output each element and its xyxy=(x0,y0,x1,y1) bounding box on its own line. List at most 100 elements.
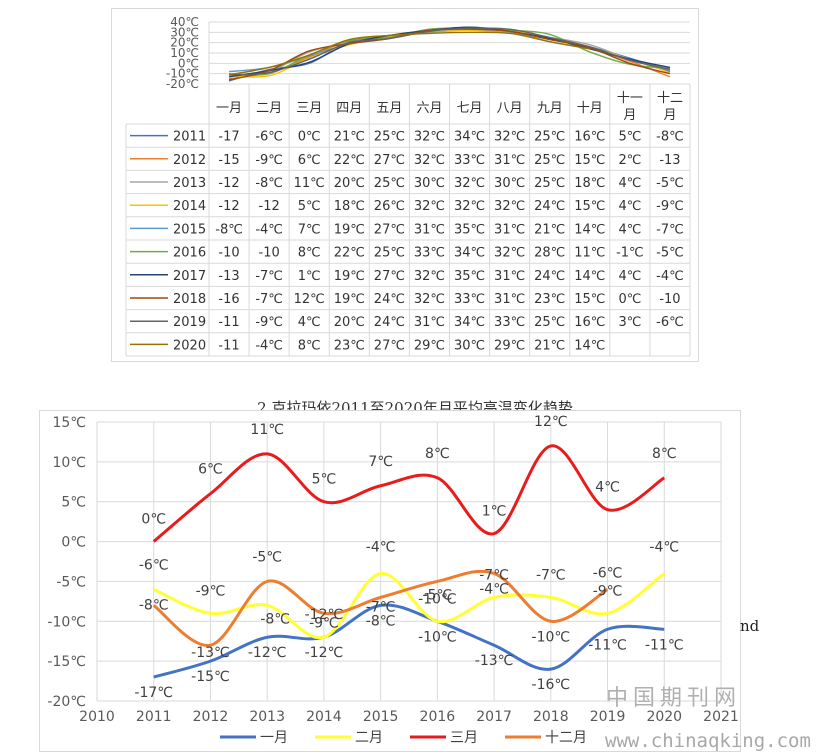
chart1-table-cell: -12 xyxy=(218,176,239,191)
chart1-table-cell: 21℃ xyxy=(534,222,565,237)
chart1-table-cell: 32℃ xyxy=(414,269,445,284)
chart2-x-tick: 2017 xyxy=(476,709,512,725)
chart1-table-cell: -6℃ xyxy=(255,130,283,145)
chart2-data-label: -4℃ xyxy=(366,539,396,555)
chart1-table-cell: 11℃ xyxy=(574,246,605,261)
chart1-table-cell: 14℃ xyxy=(574,338,605,353)
chart2-data-label: -12℃ xyxy=(248,645,287,661)
chart2-data-label: -12℃ xyxy=(305,607,344,623)
chart1-table-cell: 15℃ xyxy=(574,292,605,307)
chart2-data-label: 8℃ xyxy=(652,446,677,462)
chart1-table-cell: 32℃ xyxy=(414,199,445,214)
chart1-table-cell: -17 xyxy=(218,130,239,145)
chart1-y-tick: -20℃ xyxy=(166,77,199,91)
chart2-data-label: -11℃ xyxy=(588,637,627,653)
chart2-data-label: -6℃ xyxy=(139,557,169,573)
chart1-y-tick: -10℃ xyxy=(166,67,199,81)
chart2-y-tick: 0℃ xyxy=(61,535,86,551)
chart2-data-label: -7℃ xyxy=(536,567,566,583)
chart1-category-label: 三月 xyxy=(296,101,322,116)
chart1-table-cell: 22℃ xyxy=(334,153,365,168)
chart1-table-cell: 19℃ xyxy=(334,269,365,284)
chart2-data-label: -10℃ xyxy=(532,629,571,645)
chart1-table-cell: 32℃ xyxy=(454,199,485,214)
chart1-series-name: 2014 xyxy=(173,199,206,214)
chart1-table-cell: -9℃ xyxy=(656,199,684,214)
chart1-table-cell: 32℃ xyxy=(414,130,445,145)
chart2-x-tick: 2013 xyxy=(249,709,285,725)
chart1-table-cell: -4℃ xyxy=(656,269,684,284)
chart1-y-tick: 10℃ xyxy=(170,46,199,60)
chart1-table-cell: 1℃ xyxy=(298,269,321,284)
chart1-table-cell: 31℃ xyxy=(494,153,525,168)
chart1-table-cell: -9℃ xyxy=(255,315,283,330)
chart2-title: 2.克拉玛依2011至2020年月平均高温变化趋势 xyxy=(257,399,573,413)
chart2-data-label: 4℃ xyxy=(595,480,620,496)
chart1-table-cell: 2℃ xyxy=(618,153,641,168)
chart1-table-cell: -8℃ xyxy=(255,176,283,191)
chart1-table-cell: 21℃ xyxy=(334,130,365,145)
chart2-x-tick: 2010 xyxy=(79,709,115,725)
chart1-series-line xyxy=(228,28,671,81)
chart1-category-label: 十月 xyxy=(577,101,603,116)
chart1-table-cell: 24℃ xyxy=(374,292,405,307)
chart2-data-label: -10℃ xyxy=(418,629,457,645)
chart2-x-tick: 2011 xyxy=(136,709,172,725)
chart1-table-cell: 35℃ xyxy=(454,269,485,284)
chart1-table-cell: 18℃ xyxy=(574,176,605,191)
chart1-table-cell: 34℃ xyxy=(454,315,485,330)
chart2-data-label: -7℃ xyxy=(479,567,509,583)
chart2-data-label: -13℃ xyxy=(475,653,514,669)
chart2-legend-label: 二月 xyxy=(355,730,383,746)
chart1-table-cell: 4℃ xyxy=(618,199,641,214)
chart2-data-label: -13℃ xyxy=(191,645,230,661)
chart2-data-label: 0℃ xyxy=(141,512,166,528)
chart1-table-cell: 31℃ xyxy=(494,222,525,237)
chart2-data-label: -15℃ xyxy=(191,669,230,685)
watermark-url: www.chinaqking.com xyxy=(605,730,811,752)
chart1-table-cell: 30℃ xyxy=(454,338,485,353)
chart1-table-cell: -16 xyxy=(218,292,239,307)
chart1-series-line xyxy=(228,29,671,77)
chart1-series-name: 2018 xyxy=(173,292,206,307)
chart1-table-cell: 25℃ xyxy=(374,246,405,261)
chart1-category-label: 四月 xyxy=(336,101,362,116)
chart1-table-cell: 33℃ xyxy=(494,315,525,330)
chart1-frame: 40℃ 30℃ 20℃ 10℃ 0℃ -10℃ -20℃ 一月 二月 三月 四月 五月 六月 七月 八月 九月… xyxy=(111,8,699,362)
chart1-y-tick: 0℃ xyxy=(178,56,199,70)
chart1-table-cell: -8℃ xyxy=(656,130,684,145)
chart1-table-cell: 31℃ xyxy=(494,269,525,284)
chart1-table-cell: 8℃ xyxy=(298,338,321,353)
chart2-series-line xyxy=(152,569,609,647)
chart2-data-label: -5℃ xyxy=(423,587,453,603)
chart2-y-tick: -10℃ xyxy=(47,614,86,630)
chart1-table-cell: 33℃ xyxy=(414,246,445,261)
chart1-table-cell: -15 xyxy=(218,153,239,168)
chart1-table-cell: 21℃ xyxy=(534,338,565,353)
chart1-category-label: 八月 xyxy=(497,101,523,116)
chart1-table-cell: -13 xyxy=(659,153,680,168)
chart2-data-label: -9℃ xyxy=(593,583,623,599)
chart1-series-line xyxy=(228,27,671,82)
chart1-table-cell: 4℃ xyxy=(618,269,641,284)
chart1-table-cell: -11 xyxy=(218,338,239,353)
chart1-table-cell: 27℃ xyxy=(374,269,405,284)
chart2-x-tick: 2021 xyxy=(703,709,739,725)
chart2-data-label: 12℃ xyxy=(534,414,568,430)
chart1-category-label: 九月 xyxy=(537,101,563,116)
chart1-table-cell: 28℃ xyxy=(534,246,565,261)
chart1-table-cell: 0℃ xyxy=(618,292,641,307)
chart1-table-cell: -7℃ xyxy=(255,292,283,307)
chart1-table-cell: 27℃ xyxy=(374,222,405,237)
chart1-table-cell: 35℃ xyxy=(454,222,485,237)
chart1-table-cell: 19℃ xyxy=(334,292,365,307)
chart2-y-tick: 15℃ xyxy=(52,415,86,431)
chart1-table-cell: 12℃ xyxy=(294,292,325,307)
chart1-table-cell: 18℃ xyxy=(334,199,365,214)
chart1-table-cell: -5℃ xyxy=(656,246,684,261)
chart1-table-cell: 30℃ xyxy=(414,176,445,191)
chart2-data-label: -4℃ xyxy=(479,581,509,597)
chart1-series-name: 2012 xyxy=(173,153,206,168)
watermark-cn: 中国期刊网 xyxy=(606,686,742,711)
chart2-x-tick: 2012 xyxy=(193,709,229,725)
